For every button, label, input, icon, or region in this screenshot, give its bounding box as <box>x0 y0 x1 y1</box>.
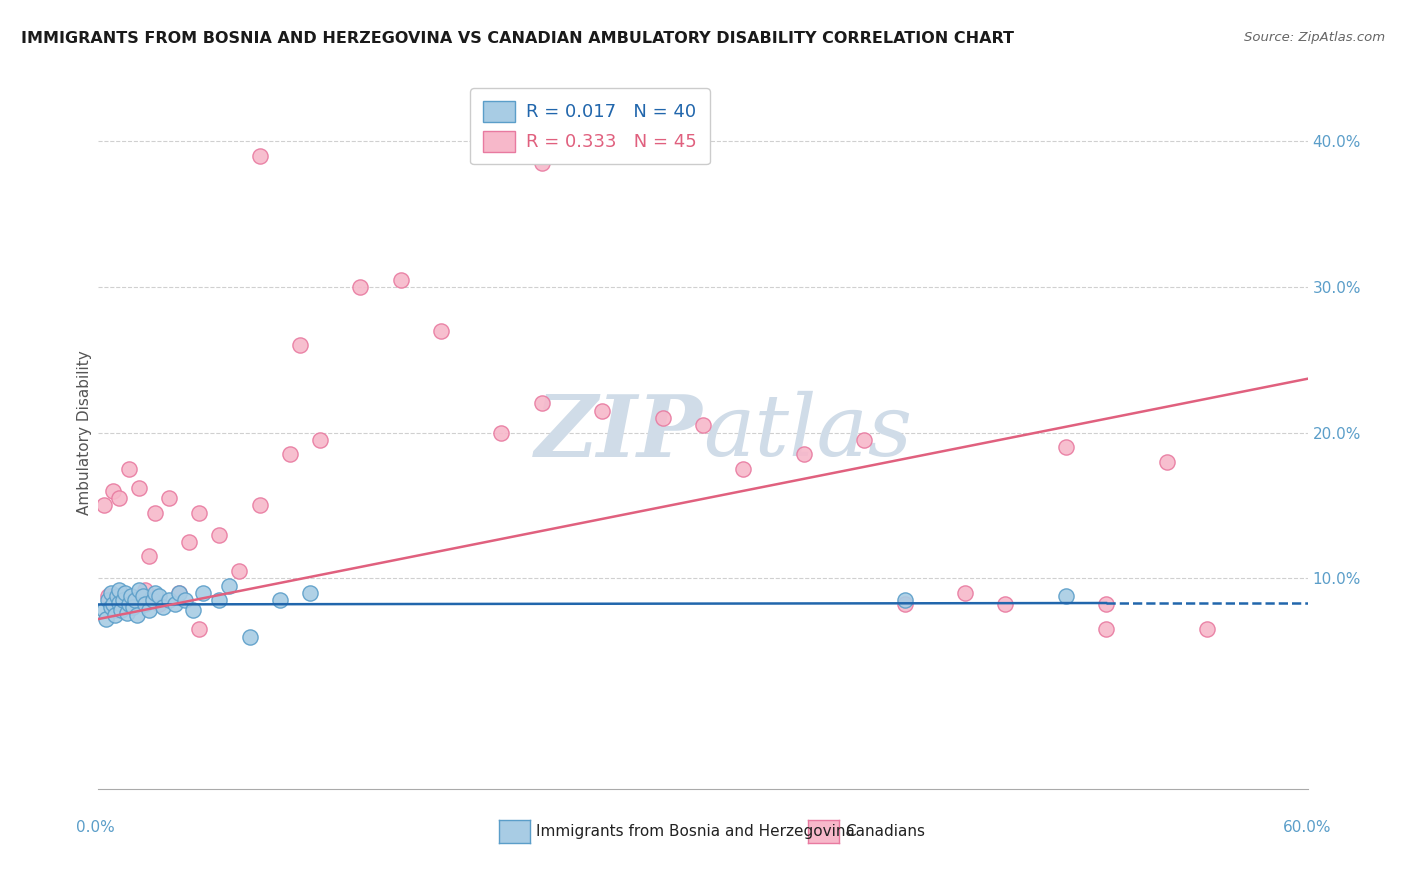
Point <box>853 433 876 447</box>
Text: Source: ZipAtlas.com: Source: ZipAtlas.com <box>1244 31 1385 45</box>
Point <box>97 593 120 607</box>
Point <box>107 491 129 505</box>
Point <box>228 564 250 578</box>
Point <box>118 462 141 476</box>
Point <box>249 499 271 513</box>
Point <box>288 338 311 352</box>
Point <box>132 589 155 603</box>
Point <box>179 534 201 549</box>
Point <box>107 596 129 610</box>
Point <box>530 396 553 410</box>
Point <box>953 586 976 600</box>
Point <box>174 593 197 607</box>
Point <box>138 549 160 564</box>
Point <box>120 589 142 603</box>
Point <box>134 582 156 597</box>
Point <box>793 447 815 461</box>
Text: 60.0%: 60.0% <box>1284 821 1331 835</box>
Point <box>101 598 124 612</box>
Point <box>1054 440 1077 454</box>
Point <box>591 404 613 418</box>
Point <box>128 582 150 597</box>
Point <box>121 600 143 615</box>
Point <box>110 603 132 617</box>
Point <box>157 593 180 607</box>
Point <box>278 447 301 461</box>
Point <box>208 527 231 541</box>
Point <box>239 630 262 644</box>
Point <box>1095 598 1118 612</box>
Legend: R = 0.017   N = 40, R = 0.333   N = 45: R = 0.017 N = 40, R = 0.333 N = 45 <box>470 88 710 164</box>
Point <box>181 603 204 617</box>
Point <box>389 273 412 287</box>
Point <box>124 593 146 607</box>
Point <box>157 491 180 505</box>
Text: IMMIGRANTS FROM BOSNIA AND HERZEGOVINA VS CANADIAN AMBULATORY DISABILITY CORRELA: IMMIGRANTS FROM BOSNIA AND HERZEGOVINA V… <box>21 31 1014 46</box>
Point <box>115 606 138 620</box>
Point <box>299 586 322 600</box>
Point <box>148 589 170 603</box>
Point <box>103 607 125 622</box>
Point <box>100 600 122 615</box>
Point <box>269 593 291 607</box>
Point <box>733 462 755 476</box>
Point <box>491 425 513 440</box>
Text: atlas: atlas <box>703 392 912 474</box>
Point <box>128 481 150 495</box>
Point <box>111 598 134 612</box>
Point <box>651 411 673 425</box>
Point <box>249 149 271 163</box>
Point <box>1095 622 1118 636</box>
Point <box>96 612 118 626</box>
Point <box>309 433 332 447</box>
Text: ZIP: ZIP <box>536 391 703 475</box>
Point <box>692 418 714 433</box>
Point <box>193 586 215 600</box>
Point <box>893 598 915 612</box>
Point <box>107 582 129 597</box>
Point <box>430 324 453 338</box>
Point <box>97 589 120 603</box>
Point <box>188 622 211 636</box>
Point <box>1054 589 1077 603</box>
Point <box>111 593 134 607</box>
Point <box>530 156 553 170</box>
Text: 0.0%: 0.0% <box>76 821 115 835</box>
Point <box>188 506 211 520</box>
Text: Immigrants from Bosnia and Herzegovina: Immigrants from Bosnia and Herzegovina <box>536 824 855 838</box>
Point <box>152 600 174 615</box>
Point <box>125 607 148 622</box>
Y-axis label: Ambulatory Disability: Ambulatory Disability <box>77 351 91 515</box>
Point <box>101 483 124 498</box>
Point <box>143 506 166 520</box>
Point <box>167 586 190 600</box>
Point <box>143 586 166 600</box>
Point <box>142 593 165 607</box>
Point <box>93 603 115 617</box>
Point <box>163 598 186 612</box>
Point <box>1156 455 1178 469</box>
Point <box>994 598 1017 612</box>
Point <box>138 603 160 617</box>
Point <box>1195 622 1218 636</box>
Point <box>105 589 128 603</box>
Point <box>167 586 190 600</box>
Point <box>218 578 240 592</box>
Point <box>349 280 371 294</box>
Point <box>134 598 156 612</box>
Point <box>103 603 125 617</box>
Point <box>893 593 915 607</box>
Point <box>148 598 170 612</box>
Point <box>93 499 115 513</box>
Point <box>208 593 231 607</box>
Point <box>100 586 122 600</box>
Point <box>114 586 136 600</box>
Point <box>118 598 141 612</box>
Text: Canadians: Canadians <box>845 824 925 838</box>
Point <box>124 593 146 607</box>
